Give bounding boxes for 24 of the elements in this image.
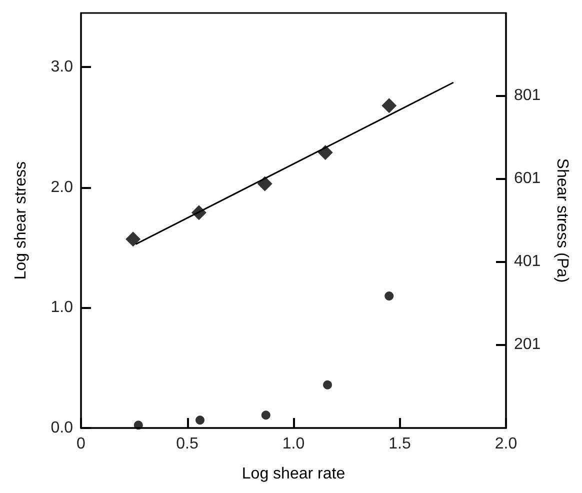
x-axis-title: Log shear rate [242, 466, 346, 482]
y2-axis-title: Shear stress (Pa) [554, 158, 570, 283]
point [382, 98, 397, 114]
point [134, 420, 143, 430]
y-tick-label: 0.0 [50, 420, 74, 436]
x-tick-label: 1.5 [388, 436, 411, 452]
y2-tick-label: 601 [514, 170, 541, 188]
point [261, 410, 270, 420]
y-tick-label: 1.0 [50, 299, 74, 316]
point [323, 380, 332, 390]
y2-tick-label: 401 [514, 253, 541, 270]
x-tick-label: 2.0 [494, 436, 518, 452]
y2-tick-label: 801 [514, 87, 541, 104]
point [384, 292, 394, 301]
y2-tick-label: 201 [514, 336, 541, 354]
point [196, 416, 204, 425]
point [126, 232, 141, 247]
x-tick-label: 0.5 [176, 436, 198, 452]
x-tick-label: 1.0 [282, 436, 305, 452]
y-tick-label: 3.0 [50, 58, 74, 76]
x-tick-label: 0 [76, 436, 86, 452]
point [257, 176, 272, 192]
y-axis-title: Log shear stress [12, 161, 30, 280]
y-tick-label: 2.0 [50, 178, 74, 196]
